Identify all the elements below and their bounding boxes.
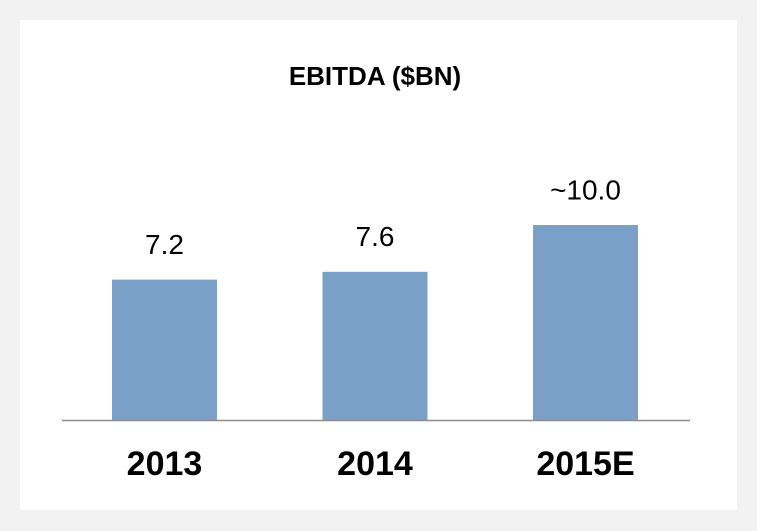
value-label: 7.2: [145, 229, 184, 260]
value-label: 7.6: [356, 221, 395, 252]
bar: [112, 279, 217, 420]
bar: [322, 271, 428, 420]
bar: [533, 225, 638, 420]
value-label: ~10.0: [550, 174, 621, 205]
chart-title: EBITDA ($BN): [289, 61, 461, 91]
x-tick-label: 2015E: [536, 445, 634, 483]
x-tick-label: 2013: [127, 445, 203, 483]
x-tick-label: 2014: [337, 445, 413, 483]
